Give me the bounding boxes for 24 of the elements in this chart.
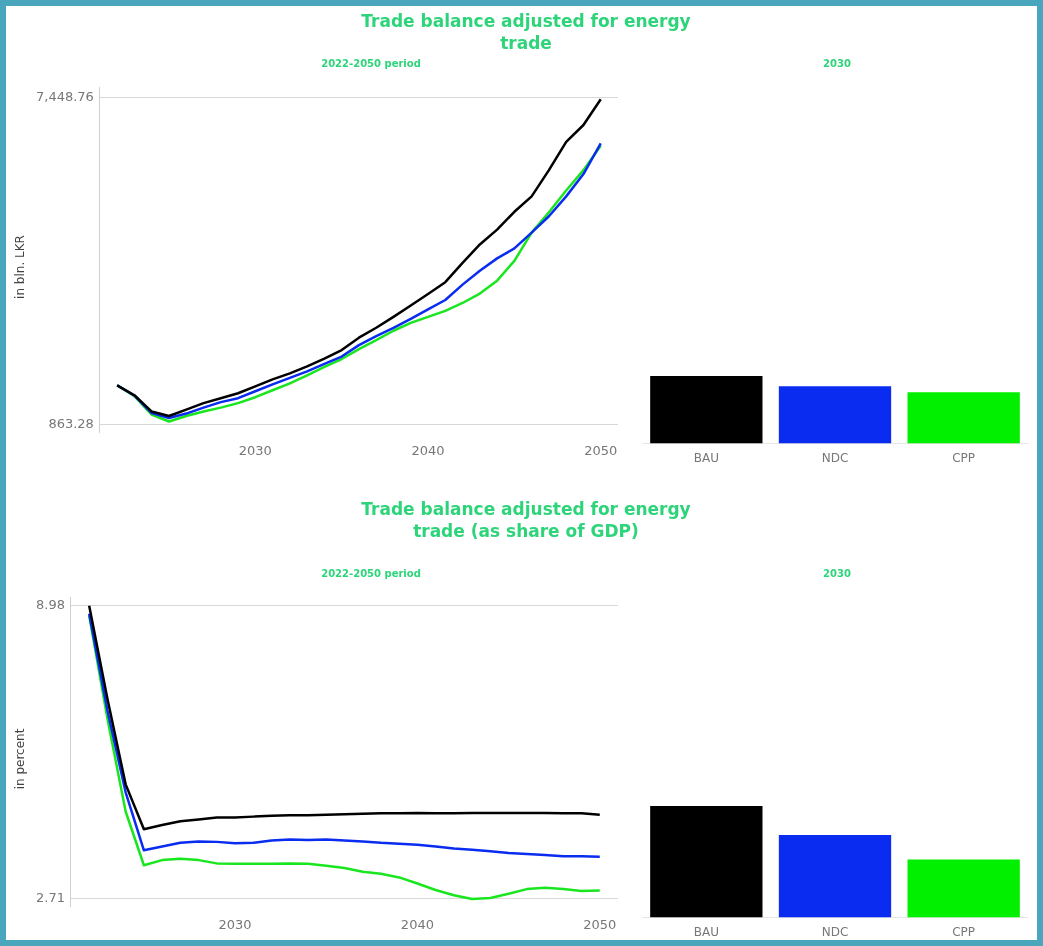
y-tick-label: 2.71 bbox=[35, 890, 65, 906]
x-tick-label: 2050 bbox=[583, 916, 617, 932]
chart-subtitle: 2022-2050 period bbox=[320, 568, 422, 579]
x-tick-label: CPP bbox=[952, 450, 976, 465]
chart-subtitle: 2030 bbox=[822, 58, 852, 69]
chart-title: Trade balance adjusted for energy trade (as share of GDP) bbox=[360, 498, 692, 542]
y-tick-label: 863.28 bbox=[48, 415, 94, 431]
chart-title: Trade balance adjusted for energy trade bbox=[360, 10, 692, 54]
y-tick-label: 8.98 bbox=[35, 597, 65, 613]
x-tick-label: NDC bbox=[821, 450, 849, 465]
x-tick-label: 2030 bbox=[238, 442, 272, 458]
y-axis-title: in percent bbox=[12, 728, 27, 790]
chart-subtitle: 2030 bbox=[822, 568, 852, 579]
x-tick-label: CPP bbox=[952, 924, 976, 939]
x-tick-label: BAU bbox=[693, 450, 719, 465]
x-tick-label: 2050 bbox=[584, 442, 618, 458]
x-tick-label: BAU bbox=[693, 924, 719, 939]
y-axis-title: in bln. LKR bbox=[12, 235, 27, 299]
chart-subtitle: 2022-2050 period bbox=[320, 58, 422, 69]
y-tick-label: 7,448.76 bbox=[36, 89, 94, 105]
x-tick-label: NDC bbox=[821, 924, 849, 939]
x-tick-label: 2040 bbox=[411, 442, 445, 458]
x-tick-label: 2040 bbox=[400, 916, 434, 932]
x-tick-label: 2030 bbox=[218, 916, 252, 932]
